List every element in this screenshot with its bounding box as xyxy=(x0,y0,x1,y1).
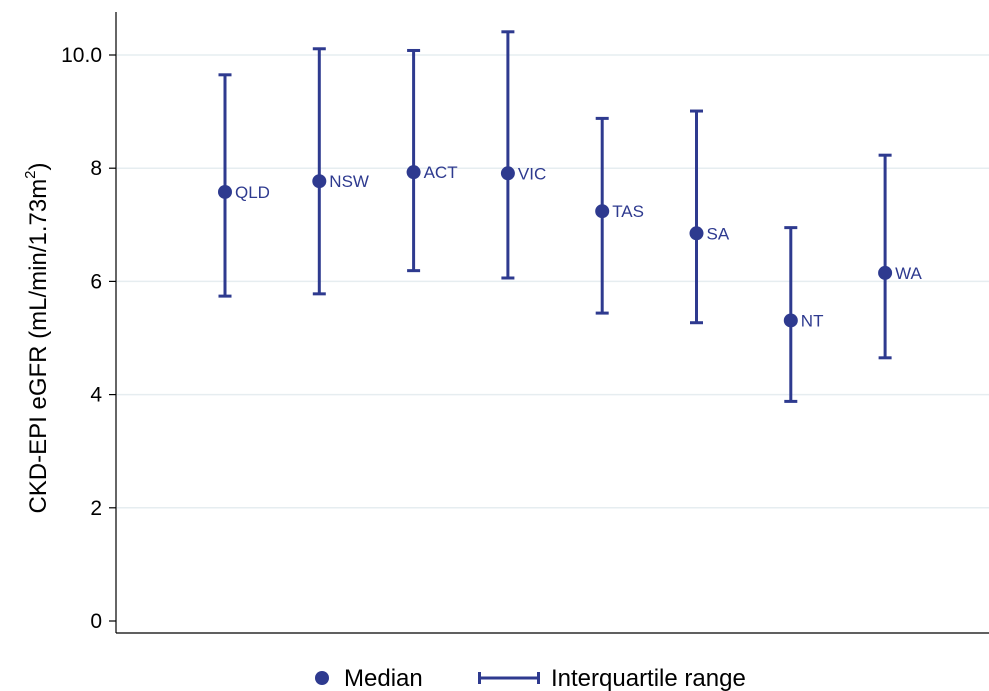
legend: Median Interquartile range xyxy=(315,665,746,691)
legend-median-label: Median xyxy=(344,665,423,691)
median-point xyxy=(218,184,232,199)
median-point xyxy=(878,265,893,280)
gridlines xyxy=(117,54,989,509)
y-ticks: 0 2 4 6 8 10.0 xyxy=(61,44,116,633)
point-label: TAS xyxy=(612,202,644,221)
median-point xyxy=(595,204,610,219)
y-axis-title-main: CKD-EPI eGFR (mL/min/1.73m xyxy=(25,179,52,514)
median-point xyxy=(312,174,327,189)
y-tick-label: 8 xyxy=(90,157,102,180)
state-group-nt: NT xyxy=(783,226,824,403)
plot-marks: QLD NSW ACT VIC TAS SA NT WA xyxy=(218,30,923,403)
state-group-tas: TAS xyxy=(595,116,644,315)
point-label: NSW xyxy=(329,172,369,191)
y-tick-label: 10.0 xyxy=(61,44,102,67)
point-label: WA xyxy=(895,264,922,283)
median-point xyxy=(500,166,515,181)
state-group-wa: WA xyxy=(878,153,923,360)
state-group-nsw: NSW xyxy=(312,47,369,296)
legend-iqr-label: Interquartile range xyxy=(551,665,746,691)
point-label: ACT xyxy=(424,163,458,182)
state-group-qld: QLD xyxy=(218,73,270,298)
median-point xyxy=(406,165,421,180)
state-group-sa: SA xyxy=(689,109,730,325)
y-tick-label: 6 xyxy=(90,270,102,293)
state-group-act: ACT xyxy=(406,48,458,273)
y-tick-label: 2 xyxy=(90,497,102,520)
median-point xyxy=(783,313,798,328)
y-axis-title: CKD-EPI eGFR (mL/min/1.73m2) xyxy=(22,162,52,513)
state-group-vic: VIC xyxy=(500,30,546,280)
legend-median-marker xyxy=(315,671,329,685)
median-point xyxy=(689,226,704,241)
y-axis-title-close: ) xyxy=(25,162,52,170)
y-axis xyxy=(115,12,989,634)
y-tick-label: 0 xyxy=(90,610,102,633)
y-axis-title-superscript: 2 xyxy=(22,170,39,178)
point-label: NT xyxy=(801,311,824,330)
point-label: VIC xyxy=(518,164,546,183)
y-tick-label: 4 xyxy=(90,384,102,407)
point-label: QLD xyxy=(235,183,270,202)
point-label: SA xyxy=(707,224,730,243)
